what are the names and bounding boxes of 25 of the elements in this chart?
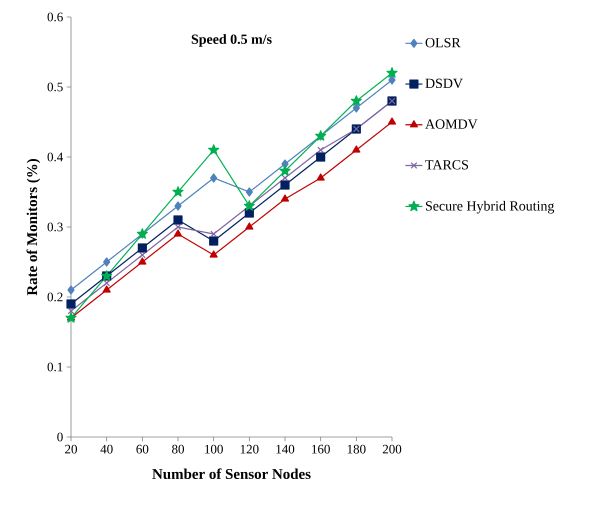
y-tick-label: 0.4 (48, 152, 64, 162)
legend-label: DSDV (425, 78, 463, 88)
legend-label: Secure Hybrid Routing (426, 200, 554, 214)
legend-label: TARCS (425, 160, 468, 170)
x-tick-label: 60 (136, 444, 148, 454)
y-tick-label: 0 (57, 432, 63, 442)
x-tick-label: 120 (240, 444, 259, 454)
y-tick-label: 0.3 (48, 222, 63, 232)
y-tick-label: 0.1 (48, 362, 62, 372)
x-tick-label: 160 (312, 444, 330, 454)
x-tick-label: 180 (348, 444, 366, 454)
y-tick-label: 0.6 (48, 12, 63, 22)
y-tick-label: 0.2 (48, 292, 63, 302)
x-axis-title: Number of Sensor Nodes (152, 468, 311, 480)
text: Speed 0.5 m/s (192, 34, 272, 47)
y-tick-label: 0.5 (48, 82, 63, 92)
x-tick-label: 100 (205, 444, 223, 454)
legend-label: AOMDV (425, 119, 478, 129)
legend-label: OLSR (426, 38, 461, 48)
x-tick-label: 80 (172, 444, 184, 454)
y-axis-title: Rate of Monitors (%) (26, 158, 40, 296)
x-tick-label: 140 (276, 444, 294, 454)
x-tick-label: 40 (100, 444, 113, 454)
x-tick-label: 20 (65, 444, 77, 454)
x-tick-label: 200 (382, 444, 402, 454)
